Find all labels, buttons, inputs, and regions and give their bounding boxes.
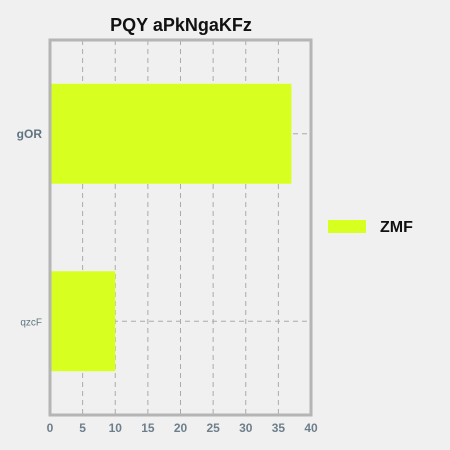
legend-label-0: ZMF bbox=[380, 219, 413, 236]
plot-frame bbox=[48, 38, 313, 417]
x-tick-label-0: 0 bbox=[47, 421, 54, 435]
bars bbox=[51, 83, 292, 372]
x-tick-label-1: 5 bbox=[79, 421, 86, 435]
x-tick-label-5: 25 bbox=[206, 421, 220, 435]
x-axis-ticks: 0 5 10 15 20 25 30 35 40 bbox=[47, 421, 318, 435]
bar-qzcF bbox=[51, 271, 116, 372]
y-axis-labels: gOR qzcF bbox=[17, 127, 43, 329]
x-tick-label-2: 10 bbox=[109, 421, 123, 435]
x-tick-label-4: 20 bbox=[174, 421, 188, 435]
bar-gOR bbox=[51, 83, 292, 184]
legend-swatch-0 bbox=[328, 220, 366, 233]
x-tick-label-8: 40 bbox=[304, 421, 318, 435]
y-category-label-0: gOR bbox=[17, 127, 43, 141]
chart-title: PQY aPkNgaKFz bbox=[110, 15, 252, 35]
y-category-label-1: qzcF bbox=[20, 317, 42, 328]
x-tick-label-3: 15 bbox=[141, 421, 155, 435]
x-tick-label-6: 30 bbox=[239, 421, 253, 435]
legend: ZMF bbox=[328, 219, 413, 236]
x-tick-label-7: 35 bbox=[272, 421, 286, 435]
